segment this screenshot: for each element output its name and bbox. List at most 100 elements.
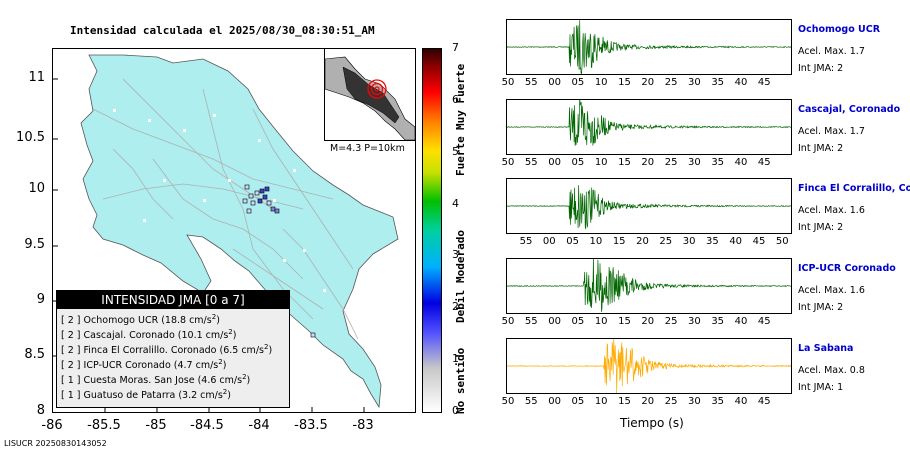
time-tick: 10: [594, 157, 608, 168]
map-tick-marks: [53, 78, 365, 412]
map-y-tick: 8.5: [24, 347, 45, 362]
seismogram-line: [507, 20, 791, 74]
waveform-box: [506, 338, 792, 394]
legend-header: INTENSIDAD JMA [0 a 7]: [57, 291, 289, 309]
station-max-accel: Acel. Max. 0.8: [798, 365, 865, 376]
colorbar-word: Debil: [454, 289, 467, 323]
time-tick: 05: [571, 316, 585, 327]
waveform-time-ticks: 55 00 05 10 15 20 25 30 35 40 45 50: [500, 236, 800, 248]
colorbar-word: Moderado: [454, 230, 467, 283]
time-tick: 05: [571, 157, 585, 168]
time-tick: 20: [636, 236, 649, 247]
time-tick: 35: [711, 316, 725, 327]
legend-row: [ 2 ] Cascajal. Coronado (10.1 cm/s2): [61, 328, 236, 341]
station-max-accel: Acel. Max. 1.6: [798, 285, 865, 296]
time-tick: 45: [757, 396, 771, 407]
legend-sup: 2: [228, 328, 233, 336]
time-tick: 00: [548, 396, 561, 407]
seismogram-line: [507, 339, 791, 393]
legend-end: ): [227, 390, 231, 402]
waveform-trace: [507, 185, 791, 230]
time-tick: 00: [548, 316, 561, 327]
intensity-legend: INTENSIDAD JMA [0 a 7] [ 2 ] Ochomogo UC…: [56, 290, 290, 408]
location-inset-map: [324, 48, 416, 141]
time-tick: 05: [571, 396, 585, 407]
seismogram-line: [507, 100, 791, 146]
time-tick: 25: [664, 396, 678, 407]
time-tick: 25: [664, 77, 678, 88]
legend-row: [ 1 ] Guatuso de Patarra (3.2 cm/s2): [61, 388, 231, 401]
legend-jma: [ 2 ]: [61, 330, 81, 342]
colorbar-number: 5: [452, 144, 459, 158]
time-tick: 20: [641, 157, 655, 168]
time-tick: 35: [711, 396, 725, 407]
map-x-tick: -85.5: [87, 418, 121, 433]
map-y-tick: 10: [28, 181, 45, 196]
time-tick: 10: [594, 396, 608, 407]
time-tick: 40: [734, 316, 748, 327]
legend-station: Cascajal. Coronado (10.1 cm/s: [83, 330, 229, 342]
map-y-tick: 8: [36, 403, 45, 418]
magnitude-depth-label: M=4.3 P=10km: [330, 143, 405, 154]
waveform-time-ticks: 50 55 00 05 10 15 20 25 30 35 40 45: [500, 77, 800, 89]
station-name[interactable]: Finca El Corralillo, Coro: [798, 183, 910, 194]
waveform-trace: [507, 100, 791, 146]
time-tick: 45: [752, 236, 766, 247]
time-tick: 30: [682, 236, 696, 247]
map-canvas: [53, 54, 399, 412]
legend-station: Guatuso de Patarra (3.2 cm/s: [83, 390, 223, 402]
time-tick: 15: [618, 77, 631, 88]
legend-end: ): [246, 375, 251, 387]
legend-jma: [ 2 ]: [61, 345, 81, 357]
epicenter-icon: [367, 79, 387, 99]
time-tick: 20: [641, 396, 655, 407]
station-name[interactable]: Ochomogo UCR: [798, 24, 881, 35]
legend-row: [ 2 ] Ochomogo UCR (18.8 cm/s2): [61, 313, 220, 326]
time-tick: 35: [711, 157, 725, 168]
town-dots: [113, 109, 326, 292]
time-tick: 10: [589, 236, 603, 247]
station-jma-intensity: Int JMA: 2: [798, 302, 844, 313]
legend-sup: 2: [222, 388, 228, 396]
map-y-tick: 9: [36, 292, 45, 307]
map-x-tick: -84: [248, 418, 270, 433]
footer-id: LISUCR 20250830143052: [4, 439, 107, 448]
legend-end: ): [222, 360, 227, 372]
colorbar-number: 1: [452, 352, 459, 366]
colorbar-word: No sentido: [454, 347, 467, 414]
time-tick: 25: [664, 316, 678, 327]
map-x-tick: -84.5: [190, 418, 224, 433]
time-tick: 30: [688, 316, 701, 327]
time-tick: 55: [524, 157, 538, 168]
legend-sup: 2: [263, 343, 269, 351]
waveform-trace: [507, 259, 791, 312]
time-tick: 15: [618, 316, 631, 327]
legend-row: [ 2 ] Finca El Corralillo. Coronado (6.5…: [61, 343, 272, 356]
waveform-box: [506, 178, 792, 234]
legend-end: ): [232, 330, 237, 342]
station-name[interactable]: La Sabana: [798, 343, 854, 354]
map-y-tick: 9.5: [24, 237, 45, 252]
time-tick: 10: [594, 77, 608, 88]
legend-station: ICP-UCR Coronado (4.7 cm/s: [83, 360, 219, 372]
map-x-tick: -85: [145, 418, 167, 433]
colorbar-number: 3: [452, 248, 459, 262]
station-name[interactable]: ICP-UCR Coronado: [798, 263, 896, 274]
time-tick: 25: [659, 236, 673, 247]
time-tick: 15: [618, 396, 631, 407]
waveform-trace: [507, 339, 791, 393]
station-name[interactable]: Cascajal, Coronado: [798, 104, 901, 115]
intensity-colorbar: [422, 48, 442, 413]
time-tick: 05: [566, 236, 579, 247]
station-markers: [242, 184, 316, 338]
waveform-time-ticks: 50 55 00 05 10 15 20 25 30 35 40 45: [500, 157, 800, 169]
map-title: Intensidad calculada el 2025/08/30_08:30…: [70, 24, 375, 37]
waveform-trace: [507, 20, 791, 74]
colorbar-number: 4: [452, 196, 459, 210]
time-tick: 00: [542, 236, 556, 247]
station-max-accel: Acel. Max. 1.7: [798, 46, 865, 57]
waveform-box: [506, 99, 792, 155]
seismogram-line: [507, 259, 791, 312]
time-tick: 20: [641, 316, 655, 327]
legend-end: ): [268, 345, 273, 357]
